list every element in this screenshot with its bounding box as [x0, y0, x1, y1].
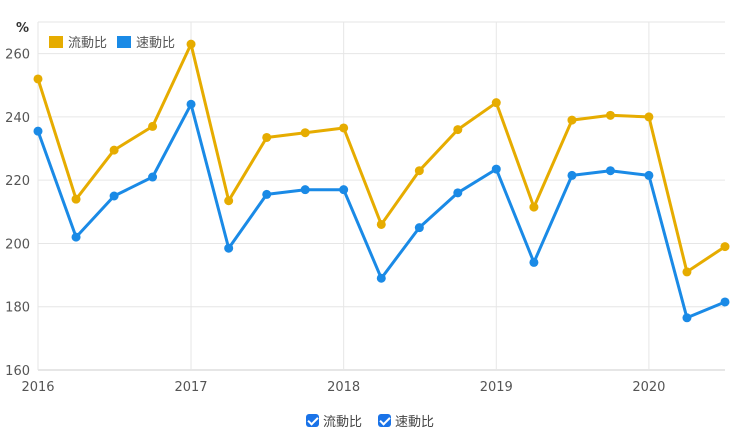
toggle-label-current-ratio: 流動比: [322, 414, 362, 430]
data-point-0[interactable]: [33, 74, 43, 84]
y-tick-label: 180: [5, 301, 30, 316]
checkbox-current-ratio[interactable]: [305, 413, 319, 427]
data-point-0[interactable]: [491, 98, 501, 108]
x-axis: 2016 2017 2018 2019 2020: [21, 380, 665, 395]
x-tick-label: 2019: [480, 380, 513, 395]
y-axis: 160 180 200 220 240 260: [5, 48, 30, 379]
data-point-0[interactable]: [71, 194, 81, 204]
data-point-1[interactable]: [567, 170, 577, 180]
data-point-0[interactable]: [339, 123, 349, 133]
data-point-0[interactable]: [376, 219, 386, 229]
data-point-0[interactable]: [720, 242, 730, 252]
y-tick-label: 240: [5, 111, 30, 126]
data-point-0[interactable]: [453, 125, 463, 135]
series-toggle-legend: 流動比 速動比: [0, 409, 740, 431]
data-point-0[interactable]: [186, 39, 196, 49]
data-point-1[interactable]: [605, 166, 615, 176]
data-point-1[interactable]: [720, 297, 730, 307]
legend-label-quick-ratio: 速動比: [136, 36, 175, 51]
y-tick-label: 220: [5, 174, 30, 189]
top-legend: 流動比 速動比: [49, 36, 175, 51]
data-point-1[interactable]: [339, 185, 349, 195]
toggle-label-quick-ratio: 速動比: [395, 414, 435, 430]
legend-swatch-current-ratio: [49, 36, 63, 48]
series-line-1: [36, 102, 726, 320]
x-tick-label: 2018: [327, 380, 360, 395]
y-tick-label: 160: [5, 364, 30, 379]
data-point-0[interactable]: [682, 267, 692, 277]
y-unit-label: %: [16, 21, 29, 36]
x-tick-label: 2020: [632, 380, 665, 395]
data-point-1[interactable]: [224, 243, 234, 253]
data-point-1[interactable]: [453, 188, 463, 198]
y-tick-label: 200: [5, 237, 30, 252]
grid: [37, 21, 725, 371]
series-line-0: [36, 42, 726, 274]
data-point-1[interactable]: [491, 164, 501, 174]
data-point-1[interactable]: [682, 313, 692, 323]
toggle-quick-ratio[interactable]: 速動比: [378, 411, 434, 430]
data-point-1[interactable]: [109, 191, 119, 201]
data-point-0[interactable]: [109, 145, 119, 155]
data-point-0[interactable]: [148, 121, 158, 131]
data-point-1[interactable]: [414, 223, 424, 233]
legend-label-current-ratio: 流動比: [68, 36, 107, 51]
series-points: [33, 39, 730, 323]
data-point-0[interactable]: [224, 196, 234, 206]
data-point-0[interactable]: [262, 132, 272, 142]
y-tick-label: 260: [5, 48, 30, 63]
data-point-1[interactable]: [33, 126, 43, 136]
data-point-1[interactable]: [376, 273, 386, 283]
data-point-0[interactable]: [605, 110, 615, 120]
data-point-0[interactable]: [529, 202, 539, 212]
x-tick-label: 2016: [21, 380, 54, 395]
data-point-0[interactable]: [300, 128, 310, 138]
checkbox-quick-ratio[interactable]: [378, 413, 391, 427]
data-point-1[interactable]: [644, 170, 654, 180]
data-point-1[interactable]: [148, 172, 158, 182]
data-point-0[interactable]: [414, 166, 424, 176]
data-point-0[interactable]: [644, 112, 654, 122]
data-point-1[interactable]: [262, 189, 272, 199]
legend-swatch-quick-ratio: [117, 36, 131, 48]
data-point-1[interactable]: [71, 232, 81, 242]
data-point-1[interactable]: [529, 257, 539, 267]
data-point-1[interactable]: [300, 185, 310, 195]
x-tick-label: 2017: [174, 380, 207, 395]
toggle-current-ratio[interactable]: 流動比: [305, 411, 362, 430]
data-point-0[interactable]: [567, 115, 577, 125]
data-point-1[interactable]: [186, 99, 196, 109]
